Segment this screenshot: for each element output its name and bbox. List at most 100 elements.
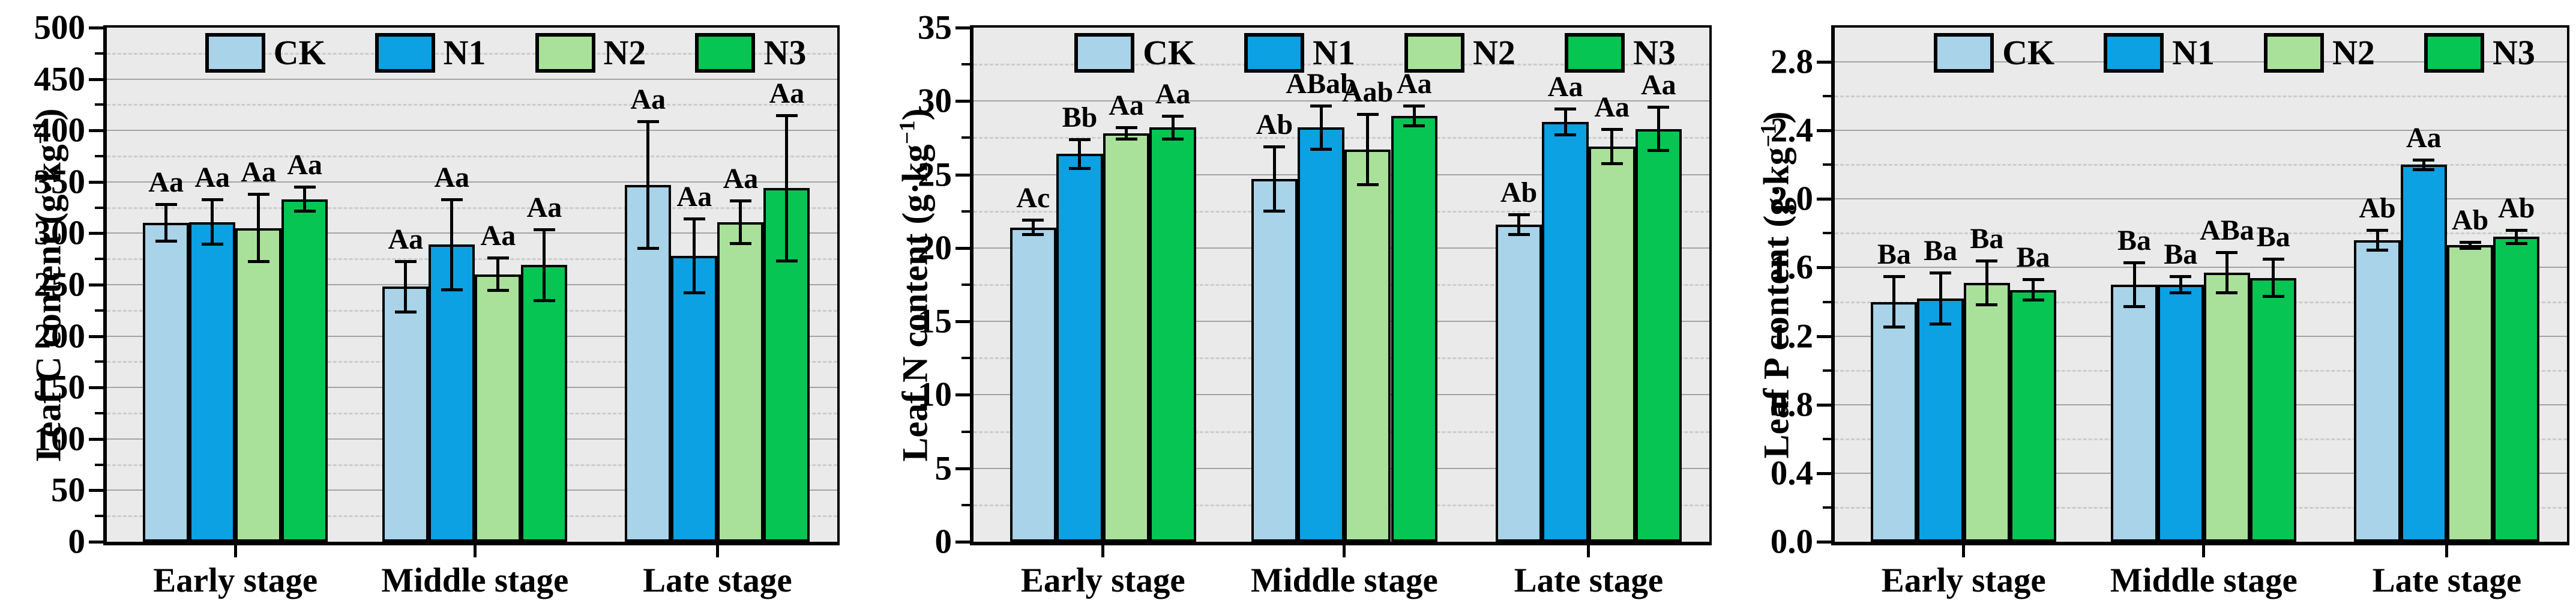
legend-swatch-ck <box>205 32 265 73</box>
y-axis-tick-label: 350 <box>34 163 86 201</box>
gridline-major <box>974 100 1709 102</box>
y-axis-minor-tick <box>961 136 970 139</box>
y-axis-major-tick <box>1817 266 1831 270</box>
legend-swatch-n3 <box>1564 32 1625 73</box>
legend-label: N1 <box>2172 33 2215 72</box>
y-axis-tick-label: 0.0 <box>1770 523 1813 561</box>
bar-ck-early-stage <box>1010 227 1057 542</box>
error-bar-cap <box>1115 137 1137 141</box>
y-axis-major-tick <box>1817 129 1831 133</box>
legend-swatch-n2 <box>1404 32 1465 73</box>
x-axis-category-label: Late stage <box>1514 562 1664 599</box>
legend-item-n2: N2 <box>1404 32 1515 73</box>
significance-label: Ab <box>1256 109 1293 141</box>
x-axis-category-label: Late stage <box>643 562 792 599</box>
error-bar-cap <box>775 259 798 262</box>
significance-label: Ab <box>2359 192 2396 224</box>
y-axis-tick-label: 450 <box>34 60 86 98</box>
error-bar <box>1657 107 1660 151</box>
y-axis-major-tick <box>1817 471 1831 475</box>
significance-label: Aa <box>480 220 516 252</box>
bar-n3-late-stage <box>2493 237 2540 542</box>
error-bar-cap <box>155 203 177 207</box>
error-bar <box>1272 147 1276 211</box>
gridline-major <box>1835 130 2567 132</box>
bar-ck-early-stage <box>143 223 190 542</box>
y-axis-tick-label: 0 <box>68 523 86 561</box>
error-bar-cap <box>2022 298 2044 302</box>
bar-n1-middle-stage <box>1298 127 1344 542</box>
y-axis-tick-label: 25 <box>918 156 952 194</box>
legend-swatch-n1 <box>375 32 435 73</box>
y-axis-minor-tick <box>1823 506 1831 509</box>
bar-n3-middle-stage <box>2250 277 2297 542</box>
error-bar-cap <box>1162 114 1184 118</box>
error-bar-cap <box>1508 232 1530 236</box>
y-axis-major-tick <box>89 232 103 235</box>
error-bar-cap <box>2367 228 2389 232</box>
error-bar <box>2515 229 2518 244</box>
error-bar <box>2179 276 2182 294</box>
legend-item-n1: N1 <box>1244 32 1355 73</box>
error-bar <box>257 194 260 262</box>
y-axis-tick-label: 0 <box>934 523 952 561</box>
chart-panel-leaf-p: 0.0 0.4 0.8 1.2 1.6 2.0 2.4 2.8 Leaf P content (… <box>1757 25 2569 599</box>
y-axis-tick-label: 30 <box>918 82 952 120</box>
y-axis-major-tick <box>89 26 103 29</box>
legend-label: CK <box>2002 33 2055 72</box>
chart-panel-leaf-c: 0 50 100 150 200 250 300 350 400 450 500 Leaf C con… <box>29 9 840 599</box>
error-bar-cap <box>637 247 659 250</box>
y-axis-minor-tick <box>961 210 970 213</box>
x-axis-category-label: Middle stage <box>381 562 569 599</box>
gridline-minor <box>107 52 837 55</box>
y-axis-title-text: Leaf C content (g·kg−1) <box>28 108 68 462</box>
x-axis-category-label: Early stage <box>1881 562 2046 599</box>
y-axis-minor-tick <box>95 463 103 466</box>
error-bar-cap <box>729 241 751 245</box>
significance-label: Aa <box>1396 67 1432 100</box>
error-bar-cap <box>394 311 417 314</box>
error-bar-cap <box>487 289 509 292</box>
legend-item-ck: CK <box>205 32 326 73</box>
y-axis-major-tick <box>955 320 970 324</box>
bar-n2-late-stage <box>1588 147 1636 542</box>
significance-label: Aa <box>194 161 230 193</box>
bar-n1-early-stage <box>1917 298 1964 542</box>
y-axis-minor-tick <box>95 103 103 106</box>
gridline-major <box>107 130 837 132</box>
error-bar-cap <box>1162 137 1184 141</box>
error-bar-cap <box>2123 305 2146 309</box>
legend: CK N1 N2 N3 <box>1835 32 2567 73</box>
bar-n1-early-stage <box>189 222 236 542</box>
legend-label: N3 <box>2492 33 2535 72</box>
chart-panel-leaf-n: 0 5 10 15 20 25 30 35 Leaf N content (g·kg−1) Ear… <box>895 9 1712 599</box>
legend-label: N2 <box>1473 33 1515 72</box>
error-bar-cap <box>394 259 417 263</box>
legend-item-n3: N3 <box>695 32 806 73</box>
y-axis-tick-label: 1.6 <box>1770 248 1813 286</box>
x-axis-tick <box>473 542 477 557</box>
legend-item-ck: CK <box>1074 32 1195 73</box>
bar-n3-late-stage <box>1635 129 1682 542</box>
error-bar-cap <box>637 120 659 123</box>
x-axis-category-label: Early stage <box>1020 562 1185 599</box>
bar-n1-late-stage <box>2400 165 2447 542</box>
y-axis-minor-tick <box>95 360 103 363</box>
significance-label: Aa <box>630 83 666 115</box>
error-bar <box>2469 241 2472 249</box>
significance-label: Ab <box>1500 176 1538 208</box>
significance-label: Aa <box>723 162 759 195</box>
error-bar-cap <box>1648 149 1670 153</box>
significance-label: Aa <box>1155 77 1191 110</box>
y-axis-tick-label: 1.2 <box>1770 317 1813 356</box>
x-axis-category-label: Middle stage <box>1250 562 1438 599</box>
error-bar-cap <box>1976 259 1998 263</box>
significance-label: Aa <box>1594 91 1630 123</box>
significance-label: Ba <box>2117 224 2152 256</box>
legend-item-n2: N2 <box>535 32 646 73</box>
y-axis-tick-label: 2.4 <box>1770 111 1813 150</box>
gridline-minor <box>1835 232 2567 235</box>
error-bar-cap <box>1263 145 1286 149</box>
y-axis-minor-tick <box>95 258 103 261</box>
bar-n2-middle-stage <box>475 274 522 542</box>
